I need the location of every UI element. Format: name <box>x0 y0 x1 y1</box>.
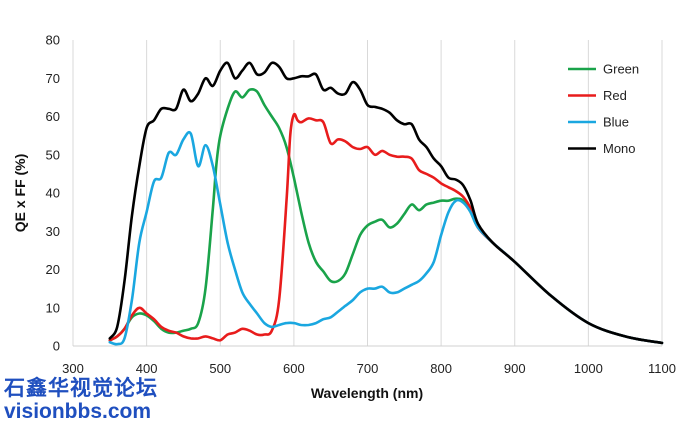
x-tick-label: 500 <box>209 361 231 376</box>
x-tick-label: 1100 <box>648 361 676 376</box>
y-tick-label: 70 <box>46 71 60 86</box>
series-line-mono <box>108 61 664 345</box>
x-tick-label: 800 <box>430 361 452 376</box>
series-line-blue <box>108 130 664 346</box>
y-tick-label: 10 <box>46 300 60 315</box>
x-tick-labels: 300 400 500 600 700 800 900 1000 1100 <box>62 361 676 376</box>
y-tick-label: 40 <box>46 186 60 201</box>
y-tick-labels: 0 10 20 30 40 50 60 70 80 <box>46 33 60 354</box>
y-tick-label: 50 <box>46 147 60 162</box>
gridlines <box>72 40 663 346</box>
y-tick-label: 20 <box>46 262 60 277</box>
legend: Green Red Blue Mono <box>568 62 639 156</box>
watermark-url[interactable]: visionbbs.com <box>4 400 152 423</box>
watermark-chinese: 石鑫华视觉论坛 <box>4 376 158 400</box>
legend-label-mono: Mono <box>603 141 636 156</box>
legend-label-blue: Blue <box>603 115 629 130</box>
x-tick-label: 900 <box>504 361 526 376</box>
series-line-green <box>108 87 664 345</box>
x-tick-label: 1000 <box>574 361 603 376</box>
y-tick-label: 80 <box>46 33 60 48</box>
x-tick-label: 600 <box>283 361 305 376</box>
legend-label-red: Red <box>603 88 627 103</box>
series-layer <box>108 61 664 346</box>
x-tick-label: 400 <box>136 361 158 376</box>
y-tick-label: 60 <box>46 109 60 124</box>
legend-label-green: Green <box>603 62 639 77</box>
x-axis-title: Wavelength (nm) <box>311 385 423 401</box>
x-tick-label: 300 <box>62 361 84 376</box>
y-tick-label: 0 <box>53 339 60 354</box>
y-tick-label: 30 <box>46 224 60 239</box>
x-tick-label: 700 <box>357 361 379 376</box>
y-axis-title: QE x FF (%) <box>12 154 28 233</box>
series-line-red <box>108 112 664 345</box>
